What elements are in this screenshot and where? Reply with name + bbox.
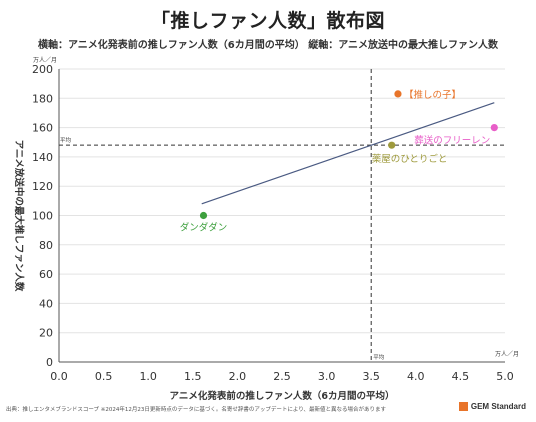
y-average-label: 平均 <box>60 136 72 144</box>
x-tick-label: 3.0 <box>318 370 336 383</box>
y-tick-label: 20 <box>39 327 53 340</box>
x-tick-label: 1.0 <box>139 370 157 383</box>
data-point-label: 葬送のフリーレン <box>414 135 490 147</box>
x-unit-label: 万人／月 <box>495 351 519 358</box>
data-point-label: ダンダダン <box>180 222 228 234</box>
y-tick-label: 120 <box>32 180 53 193</box>
data-point-label: 【推しの子】 <box>404 89 461 101</box>
x-average-label: 平均 <box>373 353 385 361</box>
y-tick-label: 140 <box>32 151 53 164</box>
x-tick-label: 5.0 <box>496 370 514 383</box>
y-tick-label: 200 <box>32 63 53 76</box>
x-tick-label: 0.0 <box>50 370 68 383</box>
x-tick-label: 4.5 <box>452 370 470 383</box>
x-tick-label: 2.5 <box>273 370 291 383</box>
x-tick-label: 1.5 <box>184 370 202 383</box>
data-point <box>199 211 208 220</box>
logo-mark-icon <box>458 402 468 411</box>
y-tick-label: 80 <box>39 239 53 252</box>
y-tick-label: 180 <box>32 92 53 105</box>
x-tick-label: 4.0 <box>407 370 425 383</box>
y-axis-title: アニメ放送中の最大推しファン人数 <box>13 140 25 292</box>
y-tick-label: 60 <box>39 268 53 281</box>
y-tick-label: 40 <box>39 297 53 310</box>
y-unit-label: 万人／月 <box>33 57 57 64</box>
x-tick-label: 2.0 <box>229 370 247 383</box>
brand-logo: GEM Standard <box>458 402 526 411</box>
y-tick-label: 160 <box>32 122 53 135</box>
source-note: 出典：推しエンタメブランドスコープ ※2024年12月23日更新時点のデータに基… <box>6 407 387 413</box>
logo-text: GEM Standard <box>470 402 526 411</box>
data-point-label: 薬屋のひとりごと <box>372 153 448 165</box>
y-tick-label: 100 <box>32 210 53 223</box>
x-tick-label: 3.5 <box>362 370 380 383</box>
data-point <box>490 124 498 132</box>
chart-title: 「推しファン人数」散布図 <box>150 10 385 32</box>
x-tick-label: 0.5 <box>95 370 113 383</box>
trend-line <box>201 102 495 205</box>
data-point <box>394 90 402 98</box>
y-tick-label: 0 <box>46 356 53 369</box>
chart-subtitle: 横軸：アニメ化発表前の推しファン人数（6カ月間の平均） 縦軸：アニメ放送中の最大… <box>37 40 499 51</box>
x-axis-title: アニメ化発表前の推しファン人数（6カ月間の平均） <box>170 390 395 402</box>
data-point <box>388 141 396 149</box>
